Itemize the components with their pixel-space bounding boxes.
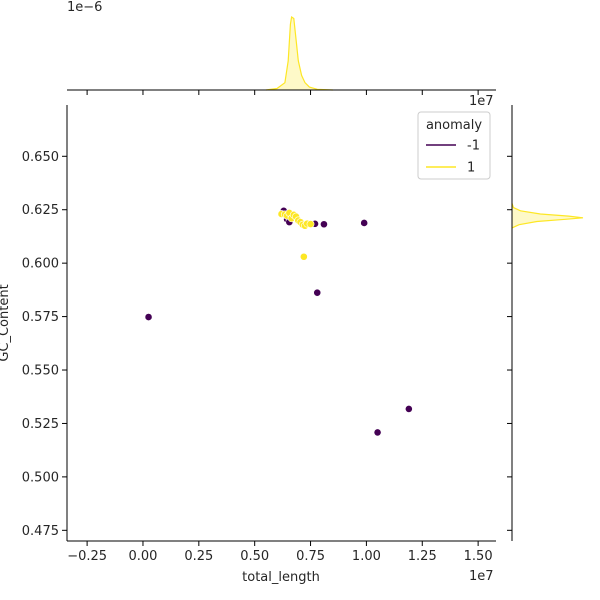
y-axis-label: GC_Content xyxy=(0,284,12,361)
x-tick-label: −0.25 xyxy=(67,549,107,564)
x-axis-label: total_length xyxy=(242,570,320,585)
scatter-point xyxy=(144,313,153,321)
scatter-point xyxy=(306,220,315,228)
x-tick-label: 1.25 xyxy=(408,549,437,564)
scatter-point xyxy=(299,252,308,261)
scatter-point xyxy=(404,405,413,413)
scatter-point xyxy=(320,220,328,229)
top-marginal-offset-label: 1e−6 xyxy=(67,0,102,15)
y-tick-label: 0.525 xyxy=(22,417,59,432)
scatter-point xyxy=(373,428,382,437)
x-axis-offset-label: 1e7 xyxy=(469,569,494,584)
top-marginal-ticks xyxy=(86,90,479,95)
y-tick-label: 0.625 xyxy=(22,203,59,218)
legend-title: anomaly xyxy=(426,118,482,133)
x-axis-ticks: −0.25 0.00 0.25 0.50 0.75 1.00 1.25 1.50 xyxy=(67,541,493,564)
top-marginal-kde-line xyxy=(265,15,333,91)
x-tick-label: 1.00 xyxy=(352,549,381,564)
scatter-points xyxy=(144,206,413,437)
main-axes: −0.25 0.00 0.25 0.50 0.75 1.00 1.25 1.50 0.4750… xyxy=(0,105,496,585)
top-marginal-kde-fill xyxy=(265,17,333,90)
right-marginal-kde-line xyxy=(511,203,584,229)
right-marginal-ticks xyxy=(507,155,512,531)
y-tick-label: 0.500 xyxy=(22,470,59,485)
legend-label: -1 xyxy=(467,139,480,154)
legend-label: 1 xyxy=(467,161,475,176)
y-tick-label: 0.600 xyxy=(22,257,59,272)
y-tick-label: 0.650 xyxy=(22,150,59,165)
x-tick-label: 1.50 xyxy=(464,549,493,564)
right-marginal-offset-label: 1e7 xyxy=(469,94,494,109)
scatter-point xyxy=(360,219,369,227)
y-tick-label: 0.475 xyxy=(22,524,59,539)
right-marginal-kde-fill xyxy=(512,203,583,228)
x-tick-label: 0.25 xyxy=(184,549,213,564)
y-axis-ticks: 0.475 0.500 0.525 0.550 0.575 0.600 0.625 0.650 xyxy=(22,150,67,539)
y-tick-label: 0.550 xyxy=(22,364,59,379)
top-marginal: 1e−6 xyxy=(67,0,496,95)
x-tick-label: 0.50 xyxy=(240,549,269,564)
x-tick-label: 0.00 xyxy=(128,549,157,564)
x-tick-label: 0.75 xyxy=(296,549,325,564)
y-tick-label: 0.575 xyxy=(22,310,59,325)
scatter-point xyxy=(313,288,322,297)
legend-entries: -11 xyxy=(426,139,480,176)
right-marginal: 1e7 xyxy=(469,94,584,541)
legend: anomaly -11 xyxy=(417,111,491,180)
